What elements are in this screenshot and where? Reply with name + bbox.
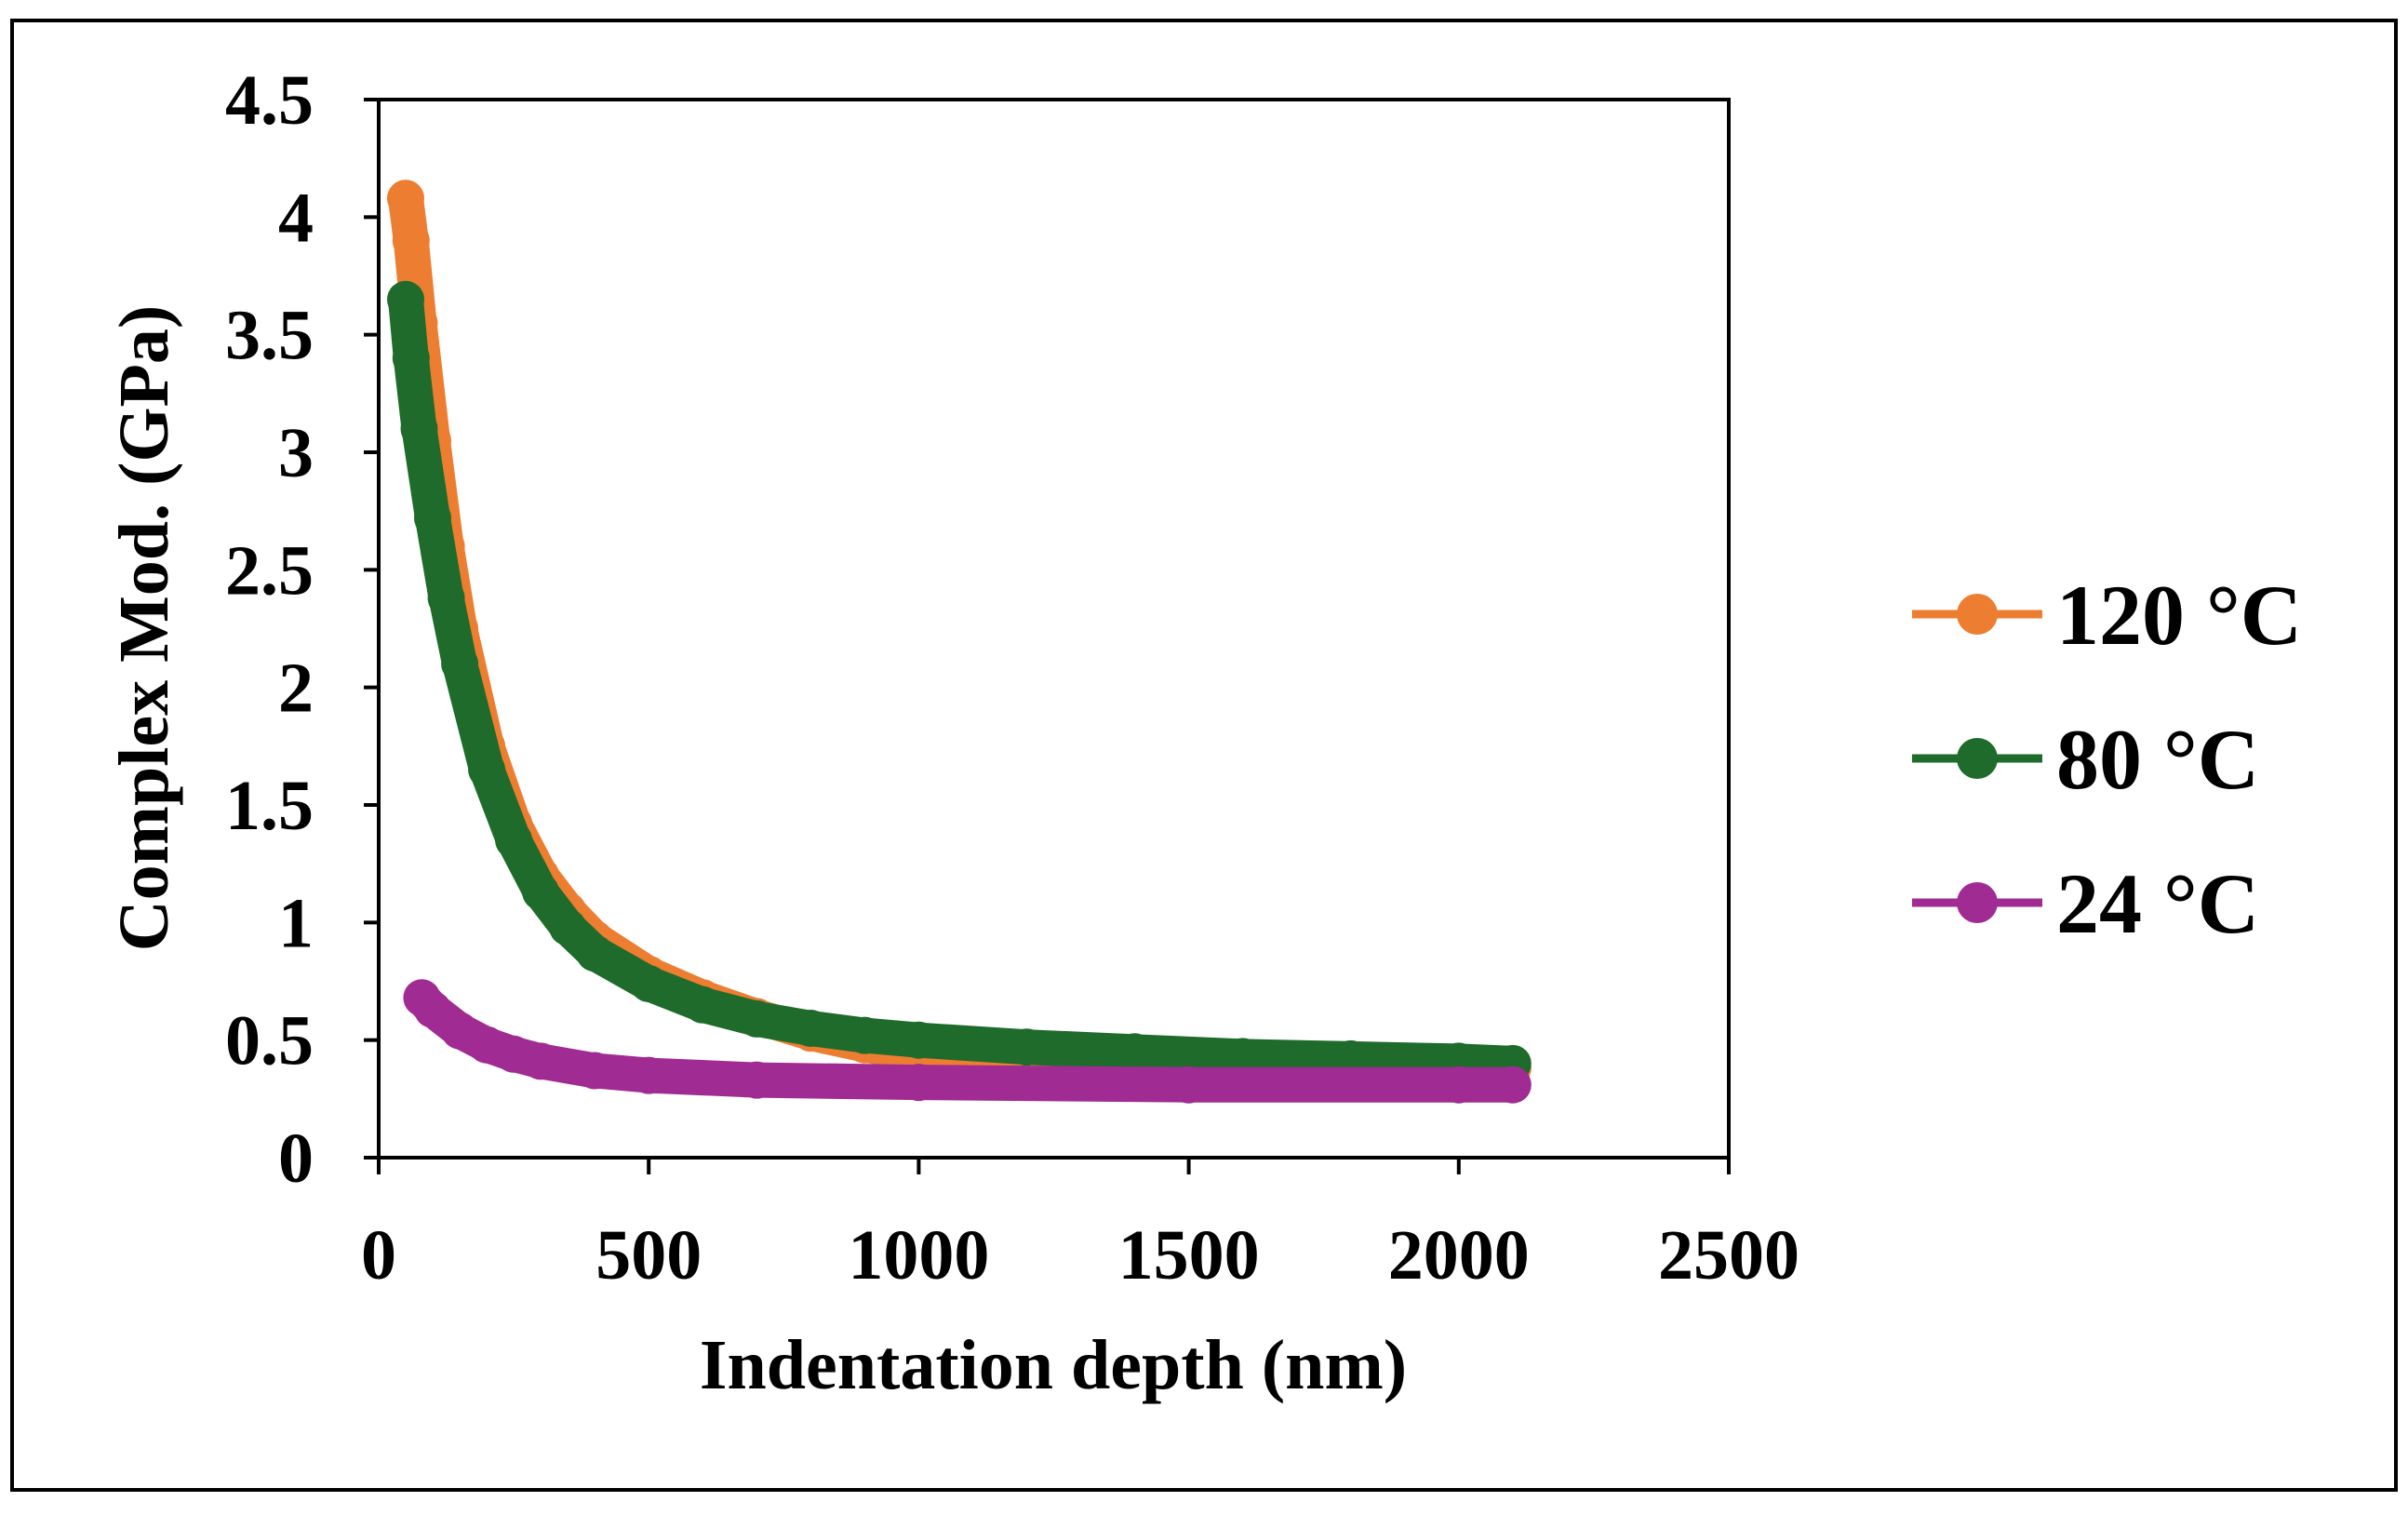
legend-item: 120 °C — [1912, 568, 2302, 663]
x-tick-label: 2000 — [1388, 1216, 1530, 1294]
x-tick-label: 1000 — [848, 1216, 989, 1294]
data-point — [684, 985, 722, 1024]
x-tick-label: 500 — [595, 1216, 702, 1294]
y-tick-label: 3.5 — [225, 297, 314, 375]
legend-item: 80 °C — [1912, 712, 2259, 807]
data-point — [900, 1064, 938, 1102]
data-point — [1170, 1066, 1208, 1104]
data-point — [387, 280, 424, 318]
y-tick-label: 1 — [278, 884, 314, 962]
data-point — [576, 1052, 614, 1090]
y-tick-label: 1.5 — [225, 767, 314, 845]
legend: 120 °C 80 °C 24 °C — [1912, 568, 2302, 951]
data-point — [468, 751, 506, 789]
data-point — [738, 1061, 776, 1099]
data-point — [630, 1056, 668, 1094]
series-2 — [403, 979, 1532, 1104]
data-point — [900, 1021, 938, 1059]
x-axis-ticks — [377, 1158, 1731, 1174]
legend-label: 80 °C — [2056, 712, 2259, 807]
y-axis-ticks — [364, 98, 379, 1160]
series-1 — [387, 280, 1532, 1082]
legend-marker — [1957, 882, 1998, 923]
data-point — [846, 1016, 884, 1054]
y-tick-label: 2.5 — [225, 531, 314, 610]
data-point — [576, 934, 614, 972]
data-point — [427, 579, 465, 617]
x-axis-title: Indentation depth (nm) — [700, 1326, 1407, 1404]
data-point — [392, 339, 430, 377]
data-point — [414, 990, 451, 1028]
data-point — [387, 180, 424, 218]
y-axis-tick-labels: 0 0.5 1 1.5 2 2.5 3 3.5 4 4.5 — [225, 61, 314, 1198]
legend-item: 24 °C — [1912, 856, 2259, 951]
legend-marker — [1957, 738, 1998, 779]
y-tick-label: 0 — [278, 1119, 314, 1198]
y-tick-label: 3 — [278, 414, 314, 492]
y-axis-title: Complex Mod. (GPa) — [105, 305, 183, 951]
data-point — [792, 1010, 830, 1047]
y-tick-label: 0.5 — [225, 1002, 314, 1080]
x-axis-tick-labels: 0 500 1000 1500 2000 2500 — [361, 1216, 1799, 1294]
data-point — [1116, 1033, 1154, 1071]
y-tick-label: 4 — [278, 179, 314, 257]
x-tick-label: 1500 — [1118, 1216, 1260, 1294]
data-point — [441, 645, 479, 683]
x-tick-label: 0 — [361, 1216, 396, 1294]
data-point — [1439, 1066, 1478, 1104]
data-point — [1224, 1038, 1262, 1076]
data-point — [495, 821, 533, 859]
data-point — [414, 499, 451, 537]
data-point — [549, 908, 587, 946]
series-layer — [387, 180, 1532, 1104]
x-tick-label: 2500 — [1658, 1216, 1799, 1294]
legend-marker — [1957, 594, 1998, 635]
data-point — [392, 221, 430, 260]
y-tick-label: 2 — [278, 650, 314, 728]
y-tick-label: 4.5 — [225, 61, 314, 140]
data-point — [1493, 1066, 1532, 1104]
legend-label: 120 °C — [2056, 568, 2302, 663]
data-point — [522, 1042, 560, 1080]
data-point — [1008, 1028, 1046, 1066]
legend-label: 24 °C — [2056, 856, 2259, 951]
plot-area — [377, 98, 1731, 1160]
data-point — [630, 965, 668, 1002]
data-point — [400, 409, 438, 448]
data-point — [738, 999, 776, 1038]
data-point — [522, 873, 560, 911]
